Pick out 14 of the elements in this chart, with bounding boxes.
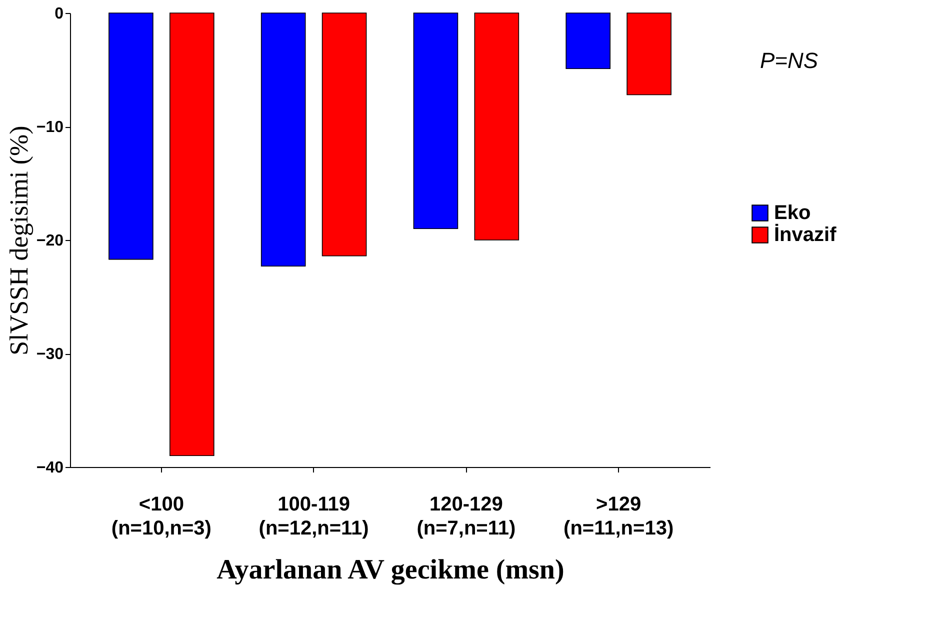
text: P=NS bbox=[760, 48, 818, 73]
legend-label: İnvazif bbox=[774, 223, 837, 246]
y-tick-label: −40 bbox=[36, 460, 64, 476]
y-axis-title: SlVSSH degisimi (%) bbox=[4, 126, 34, 356]
x-axis-title: Ayarlanan AV gecikme (msn) bbox=[216, 554, 564, 586]
x-tick-label: >129 (n=11,n=13) bbox=[564, 494, 674, 540]
legend-label: Eko bbox=[774, 202, 811, 224]
y-tick-label: −30 bbox=[36, 346, 64, 363]
y-tick-label: 0 bbox=[54, 6, 64, 22]
y-tick-label: −10 bbox=[36, 119, 64, 136]
x-tick-label: 120-129 (n=7,n=11) bbox=[416, 494, 516, 540]
y-tick-label: −20 bbox=[36, 232, 64, 250]
x-tick-label: <100 (n=10,n=3) bbox=[111, 494, 212, 540]
x-tick-label: 100-119 (n=12,n=11) bbox=[258, 494, 369, 540]
